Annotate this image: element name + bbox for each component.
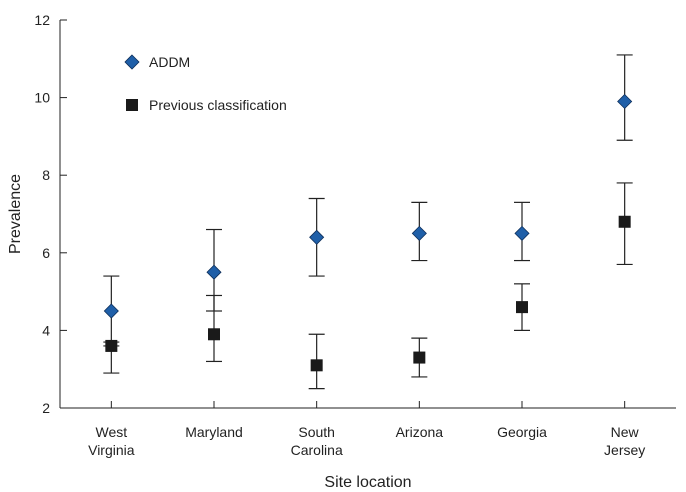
addm-point	[411, 225, 427, 241]
legend-marker-diamond	[124, 54, 140, 70]
y-tick-label: 10	[34, 90, 50, 106]
addm-point	[617, 93, 633, 110]
previous-classification-point	[516, 301, 528, 314]
legend-marker-square	[126, 99, 138, 111]
legend-label: Previous classification	[149, 97, 287, 113]
legend: ADDM Previous classification	[124, 54, 287, 113]
x-tick-label: Maryland	[185, 424, 243, 440]
addm-point	[103, 303, 119, 319]
x-axis-title: Site location	[324, 474, 411, 491]
x-tick-label: West Virginia	[88, 424, 135, 458]
y-tick-label: 4	[42, 322, 50, 338]
previous-classification-point	[105, 339, 118, 352]
y-tick-label: 6	[42, 245, 50, 261]
x-tick-label: Arizona	[396, 424, 444, 440]
y-tick-label: 2	[42, 400, 50, 416]
addm-point	[514, 225, 530, 241]
x-tick-label: New Jersey	[604, 424, 645, 458]
previous-classification-point	[310, 359, 323, 372]
axes: 2 4 6 8 10 12 West Virginia Maryland South Carolin…	[34, 12, 676, 458]
legend-label: ADDM	[149, 54, 190, 70]
y-axis-title: Prevalence	[7, 174, 24, 254]
previous-classification-point	[413, 351, 426, 364]
addm-point	[206, 264, 222, 280]
y-tick-label: 8	[42, 167, 50, 183]
chart-marks	[103, 54, 633, 390]
x-tick-label: Georgia	[497, 424, 547, 440]
previous-classification-point	[618, 215, 631, 228]
x-tick-label: South Carolina	[291, 424, 343, 458]
addm-point	[309, 229, 325, 245]
y-tick-label: 12	[34, 12, 50, 28]
previous-classification-point	[208, 328, 220, 341]
